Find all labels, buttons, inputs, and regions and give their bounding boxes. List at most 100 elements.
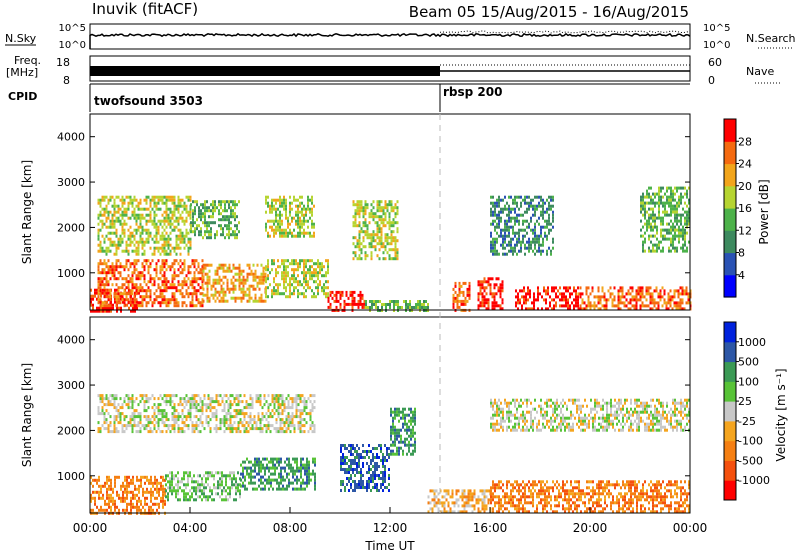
power-echo-cell (101, 268, 104, 272)
velocity-echo-cell (264, 466, 266, 470)
power-echo-cell (656, 201, 658, 205)
power-echo-cell (232, 275, 235, 279)
power-echo-cell (674, 204, 676, 208)
power-echo-cell (165, 207, 168, 211)
power-echo-cell (380, 221, 383, 225)
velocity-echo-cell (250, 472, 252, 476)
power-echo-cell (516, 219, 518, 223)
power-echo-cell (676, 246, 678, 250)
power-echo-cell (107, 271, 110, 275)
velocity-echo-cell (158, 487, 160, 491)
power-echo-cell (267, 262, 269, 266)
power-echo-cell (662, 234, 664, 238)
freq-label: Freq. (14, 54, 41, 67)
velocity-echo-cell (185, 403, 188, 407)
power-echo-cell (667, 292, 670, 296)
power-echo-cell (538, 243, 540, 247)
velocity-echo-cell (177, 489, 179, 493)
power-echo-cell (242, 275, 245, 279)
power-echo-cell (141, 274, 144, 278)
power-echo-cell (682, 195, 684, 199)
power-echo-cell (565, 298, 567, 302)
power-echo-cell (133, 283, 136, 287)
velocity-echo-cell (104, 499, 106, 503)
power-echo-cell (354, 215, 357, 219)
power-echo-cell (169, 286, 172, 290)
power-echo-cell (309, 274, 311, 278)
velocity-echo-cell (308, 472, 310, 476)
power-echo-cell (676, 201, 678, 205)
velocity-echo-cell (173, 421, 176, 425)
power-echo-cell (106, 306, 108, 310)
velocity-echo-cell (175, 495, 177, 499)
velocity-echo-cell (290, 481, 292, 485)
power-echo-cell (171, 262, 174, 266)
power-echo-cell (682, 243, 684, 247)
velocity-echo-cell (215, 412, 218, 416)
power-echo-cell (111, 219, 114, 223)
power-echo-cell (317, 277, 319, 281)
velocity-echo-cell (108, 493, 110, 497)
velocity-echo-cell (136, 487, 138, 491)
velocity-echo-cell (124, 496, 126, 500)
power-echo-cell (670, 192, 672, 196)
power-echo-cell (542, 237, 544, 241)
power-echo-cell (97, 298, 100, 302)
power-echo-cell (676, 213, 678, 217)
power-echo-cell (133, 243, 136, 247)
power-echo-cell (181, 240, 184, 244)
power-echo-cell (490, 240, 492, 244)
velocity-echo-cell (122, 493, 124, 497)
velocity-echo-cell (185, 486, 187, 490)
power-echo-cell (155, 289, 158, 293)
velocity-echo-cell (264, 484, 266, 488)
power-echo-cell (380, 215, 383, 219)
velocity-echo-cell (213, 474, 215, 478)
power-echo-cell (650, 234, 652, 238)
power-echo-cell (660, 222, 662, 226)
power-echo-cell (208, 269, 211, 273)
power-echo-cell (386, 203, 389, 207)
velocity-echo-cell (199, 400, 202, 404)
power-echo-cell (222, 266, 225, 270)
power-echo-cell (226, 281, 229, 285)
power-echo-cell (265, 222, 267, 226)
power-echo-cell (639, 286, 642, 290)
power-echo-cell (388, 203, 391, 207)
velocity-echo-cell (231, 480, 233, 484)
power-echo-cell (510, 225, 512, 229)
power-echo-cell (525, 301, 527, 305)
power-echo-cell (283, 286, 285, 290)
velocity-echo-cell (141, 397, 144, 401)
velocity-echo-cell (195, 427, 198, 431)
power-echo-cell (129, 301, 132, 305)
power-echo-cell (323, 274, 325, 278)
power-echo-cell (623, 304, 626, 308)
power-echo-cell (218, 278, 221, 282)
velocity-echo-cell (276, 487, 278, 491)
power-echo-cell (135, 240, 138, 244)
power-echo-cell (163, 286, 166, 290)
velocity-echo-cell (127, 421, 130, 425)
velocity-echo-cell (213, 412, 216, 416)
power-echo-cell (175, 237, 178, 241)
power-echo-cell (540, 213, 542, 217)
power-echo-cell (623, 301, 626, 305)
power-echo-cell (524, 210, 526, 214)
velocity-echo-cell (252, 469, 254, 473)
power-echo-cell (354, 251, 357, 255)
power-echo-cell (650, 213, 652, 217)
power-echo-cell (277, 225, 279, 229)
velocity-echo-cell (163, 409, 166, 413)
power-echo-cell (122, 300, 124, 304)
power-echo-cell (573, 289, 575, 293)
power-echo-cell (295, 277, 297, 281)
power-echo-cell (621, 292, 624, 296)
power-echo-cell (185, 289, 188, 293)
power-echo-cell (187, 210, 190, 214)
power-echo-cell (159, 301, 162, 305)
velocity-echo-cell (122, 496, 124, 500)
power-echo-cell (627, 289, 630, 293)
velocity-echo-cell (282, 478, 284, 482)
power-echo-cell (115, 268, 118, 272)
